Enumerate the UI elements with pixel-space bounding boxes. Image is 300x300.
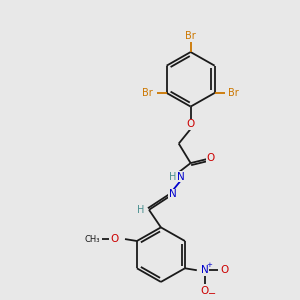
Text: Br: Br xyxy=(228,88,239,98)
Text: −: − xyxy=(208,289,216,298)
Text: H: H xyxy=(137,205,145,215)
Text: H: H xyxy=(169,172,176,182)
Text: Br: Br xyxy=(142,88,153,98)
Text: CH₃: CH₃ xyxy=(85,235,100,244)
Text: N: N xyxy=(177,172,184,182)
Text: Br: Br xyxy=(185,32,196,41)
Text: O: O xyxy=(201,286,209,296)
Text: O: O xyxy=(187,119,195,129)
Text: O: O xyxy=(110,234,118,244)
Text: O: O xyxy=(206,153,214,163)
Text: +: + xyxy=(207,262,213,268)
Text: N: N xyxy=(201,265,208,275)
Text: O: O xyxy=(220,265,229,275)
Text: N: N xyxy=(169,189,177,199)
